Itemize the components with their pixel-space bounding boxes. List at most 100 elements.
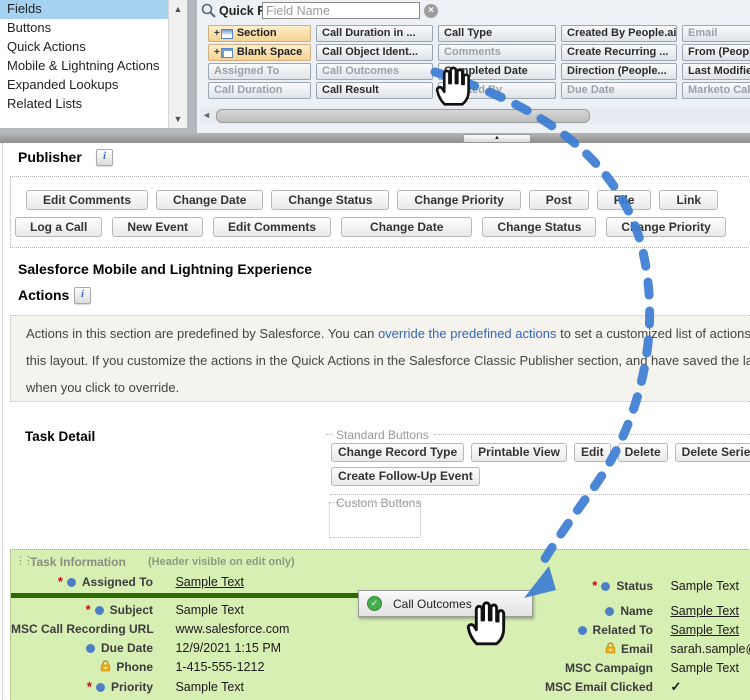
override-actions-link[interactable]: override the predefined actions bbox=[377, 326, 557, 341]
palette-field-email[interactable]: Email bbox=[682, 25, 750, 42]
palette-collapse-button[interactable]: ▲ bbox=[463, 134, 531, 143]
sidebar-item-buttons[interactable]: Buttons bbox=[7, 20, 52, 35]
info-text-line2: this layout. If you customize the action… bbox=[26, 353, 750, 368]
sidebar-item-mobile-lightning-actions[interactable]: Mobile & Lightning Actions bbox=[7, 58, 160, 73]
lock-icon bbox=[605, 642, 616, 654]
publisher-button-change-priority-2[interactable]: Change Priority bbox=[606, 217, 726, 237]
palette-hscrollbar-thumb[interactable] bbox=[216, 109, 590, 123]
field-row-phone[interactable]: Phone 1-415-555-1212 bbox=[11, 658, 264, 674]
publisher-button-change-status-2[interactable]: Change Status bbox=[482, 217, 597, 237]
publisher-heading: Publisher bbox=[18, 149, 82, 165]
field-row-status[interactable]: * Status Sample Text bbox=[401, 577, 739, 593]
field-row-priority[interactable]: * Priority Sample Text bbox=[11, 678, 244, 694]
palette-field-created-by-people-ai[interactable]: Created By People.ai bbox=[561, 25, 677, 42]
sidebar-item-expanded-lookups[interactable]: Expanded Lookups bbox=[7, 77, 119, 92]
button-edit[interactable]: Edit bbox=[573, 443, 611, 462]
palette-field-comments[interactable]: Comments bbox=[438, 44, 556, 61]
layout-outer-border bbox=[2, 143, 3, 700]
field-value: www.salesforce.com bbox=[175, 622, 290, 636]
field-label: Due Date bbox=[100, 641, 153, 655]
palette-field-last-modified[interactable]: Last Modifie bbox=[682, 63, 750, 80]
palette-field-create-recurring[interactable]: Create Recurring ... bbox=[561, 44, 677, 61]
button-change-record-type[interactable]: Change Record Type bbox=[331, 443, 465, 462]
palette-field-call-type[interactable]: Call Type bbox=[438, 25, 556, 42]
palette-field-section[interactable]: + Section bbox=[208, 25, 311, 42]
palette-field-due-date[interactable]: Due Date bbox=[561, 82, 677, 99]
field-row-name[interactable]: Name Sample Text bbox=[401, 602, 739, 618]
palette-bottom-bar bbox=[0, 133, 750, 143]
publisher-button-edit-comments-2[interactable]: Edit Comments bbox=[213, 217, 332, 237]
sidebar-item-quick-actions[interactable]: Quick Actions bbox=[7, 39, 86, 54]
palette-field-blank-space[interactable]: + Blank Space bbox=[208, 44, 311, 61]
info-icon[interactable]: i bbox=[96, 149, 113, 166]
drag-grip-icon[interactable]: ⋮⋮ bbox=[15, 555, 34, 567]
field-dot-icon bbox=[601, 582, 611, 591]
scroll-left-icon[interactable]: ◄ bbox=[202, 110, 211, 120]
button-delete[interactable]: Delete bbox=[617, 443, 668, 462]
field-palette-grid: + Section Call Duration in ... Call Type … bbox=[208, 25, 750, 99]
field-dot-icon bbox=[605, 607, 615, 616]
scroll-down-icon[interactable]: ▼ bbox=[173, 114, 183, 124]
field-row-assigned-to[interactable]: * Assigned To Sample Text bbox=[11, 573, 244, 589]
required-icon: * bbox=[85, 602, 91, 617]
field-value: 1-415-555-1212 bbox=[175, 660, 265, 674]
palette-field-created-by[interactable]: Created By bbox=[438, 82, 556, 99]
publisher-button-link[interactable]: Link bbox=[659, 190, 719, 210]
palette-field-call-duration-in[interactable]: Call Duration in ... bbox=[316, 25, 433, 42]
publisher-button-new-event[interactable]: New Event bbox=[112, 217, 204, 237]
sidebar-scrollbar[interactable]: ▲ ▼ bbox=[168, 0, 187, 128]
field-row-email[interactable]: Email sarah.sample@ bbox=[401, 640, 750, 656]
palette-field-completed-date[interactable]: Completed Date bbox=[438, 63, 556, 80]
publisher-button-change-status[interactable]: Change Status bbox=[271, 190, 390, 210]
field-row-msc-call-recording-url[interactable]: MSC Call Recording URL www.salesforce.co… bbox=[11, 620, 289, 636]
field-row-due-date[interactable]: Due Date 12/9/2021 1:15 PM bbox=[11, 639, 281, 655]
publisher-button-post[interactable]: Post bbox=[528, 190, 589, 210]
field-value: Sample Text bbox=[670, 579, 740, 593]
sidebar-item-fields[interactable]: Fields bbox=[0, 0, 168, 19]
palette-field-from-people[interactable]: From (Peopl bbox=[682, 44, 750, 61]
checkmark-icon: ✓ bbox=[670, 679, 682, 694]
button-printable-view[interactable]: Printable View bbox=[471, 443, 567, 462]
field-label: Section bbox=[236, 27, 277, 39]
palette-field-assigned-to[interactable]: Assigned To bbox=[208, 63, 311, 80]
field-label: MSC Email Clicked bbox=[544, 680, 653, 694]
dragged-field-call-outcomes[interactable]: ✓ Call Outcomes bbox=[358, 590, 533, 617]
palette-field-call-result[interactable]: Call Result bbox=[316, 82, 433, 99]
publisher-button-edit-comments[interactable]: Edit Comments bbox=[26, 190, 149, 210]
publisher-button-log-a-call[interactable]: Log a Call bbox=[15, 217, 103, 237]
quick-find-input[interactable] bbox=[262, 2, 420, 19]
publisher-button-file[interactable]: File bbox=[596, 190, 652, 210]
custom-buttons-label: Custom Buttons bbox=[336, 496, 422, 510]
sidebar-item-related-lists[interactable]: Related Lists bbox=[7, 96, 83, 111]
palette-field-call-duration[interactable]: Call Duration bbox=[208, 82, 311, 99]
field-label: Email bbox=[620, 642, 653, 656]
fieldset-border bbox=[326, 434, 332, 435]
field-dot-icon bbox=[94, 606, 104, 615]
palette-field-call-outcomes[interactable]: Call Outcomes bbox=[316, 63, 433, 80]
custom-buttons-area bbox=[329, 502, 421, 538]
button-create-follow-up-event[interactable]: Create Follow-Up Event bbox=[331, 467, 480, 486]
palette-field-call-object-ident[interactable]: Call Object Ident... bbox=[316, 44, 433, 61]
field-row-subject[interactable]: * Subject Sample Text bbox=[11, 601, 244, 617]
publisher-row1: Edit Comments Change Date Change Status … bbox=[26, 190, 719, 210]
field-row-msc-email-clicked[interactable]: MSC Email Clicked ✓ bbox=[401, 678, 681, 694]
clear-search-icon[interactable]: × bbox=[424, 4, 438, 18]
publisher-button-change-priority[interactable]: Change Priority bbox=[397, 190, 521, 210]
scroll-up-icon[interactable]: ▲ bbox=[173, 4, 183, 14]
publisher-button-change-date-2[interactable]: Change Date bbox=[341, 217, 473, 237]
field-value: Sample Text bbox=[175, 575, 245, 589]
field-row-msc-campaign[interactable]: MSC Campaign Sample Text bbox=[401, 659, 739, 675]
field-label: MSC Call Recording URL bbox=[11, 622, 154, 636]
mobile-actions-info-box: Actions in this section are predefined b… bbox=[10, 315, 750, 402]
palette-field-marketo-call[interactable]: Marketo Call bbox=[682, 82, 750, 99]
required-icon: * bbox=[86, 679, 92, 694]
button-delete-series[interactable]: Delete Series bbox=[674, 443, 750, 462]
palette-field-direction-people[interactable]: Direction (People... bbox=[561, 63, 677, 80]
publisher-button-change-date[interactable]: Change Date bbox=[156, 190, 264, 210]
field-row-related-to[interactable]: Related To Sample Text bbox=[401, 621, 739, 637]
mobile-actions-heading-line2: Actions bbox=[18, 287, 70, 303]
fieldset-border bbox=[434, 434, 750, 435]
info-icon[interactable]: i bbox=[74, 287, 91, 304]
plus-icon: + bbox=[214, 47, 220, 58]
